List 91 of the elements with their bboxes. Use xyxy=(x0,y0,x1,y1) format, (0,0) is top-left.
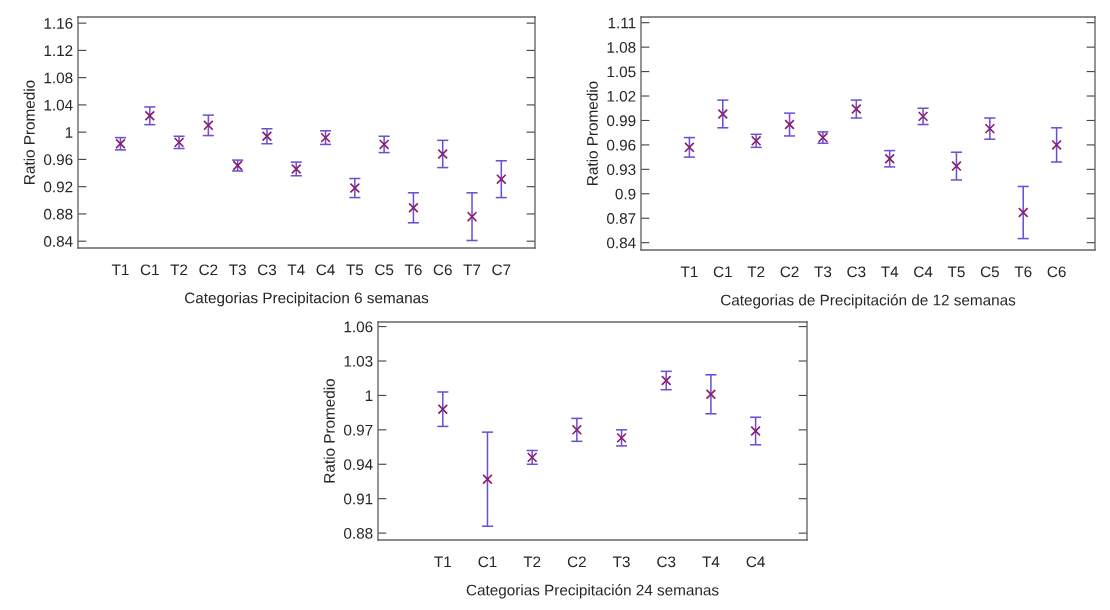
x-tick-label: C1 xyxy=(713,266,732,278)
point xyxy=(144,110,155,122)
x-tick-label: C6 xyxy=(1047,266,1066,278)
point xyxy=(684,142,695,153)
y-tick-label: 1.06 xyxy=(344,321,373,333)
x-tick-label: C6 xyxy=(433,264,452,276)
x-tick-label: C5 xyxy=(375,264,394,276)
x-tick-label: C2 xyxy=(567,556,586,568)
y-tick-label: 0.84 xyxy=(607,237,636,249)
y-tick-label: 1.08 xyxy=(607,42,636,53)
x-tick-label: C1 xyxy=(140,264,159,276)
point xyxy=(496,173,507,185)
y-tick-label: 0.96 xyxy=(607,139,636,151)
x-tick-label: T6 xyxy=(1014,266,1032,278)
point xyxy=(482,473,493,485)
y-tick-label: 0.91 xyxy=(344,493,373,505)
point xyxy=(349,182,361,194)
y-tick-label: 1.05 xyxy=(607,66,636,78)
x-tick-label: C1 xyxy=(478,556,497,568)
x-tick-label: C3 xyxy=(847,266,866,278)
y-tick-label: 0.92 xyxy=(44,181,73,193)
y-tick-label: 1.12 xyxy=(44,45,73,56)
x-tick-label: C5 xyxy=(980,266,999,278)
y-tick-label: 1.02 xyxy=(607,90,636,102)
point xyxy=(705,389,717,400)
x-tick-label: C3 xyxy=(257,264,277,276)
point xyxy=(750,425,761,437)
y-tick-label: 0.9 xyxy=(615,188,636,200)
x-tick-label: T3 xyxy=(814,266,832,278)
point xyxy=(951,160,962,172)
x-tick-label: C2 xyxy=(199,264,218,276)
point xyxy=(1018,207,1029,218)
x-tick-label: T4 xyxy=(881,266,899,278)
y-tick-label: 0.97 xyxy=(344,424,373,436)
y-axis-title: Ratio Promedio xyxy=(23,80,35,184)
x-axis-title: Categorias Precipitación 24 semanas xyxy=(466,584,719,599)
x-tick-label: T6 xyxy=(404,264,422,276)
y-tick-label: 0.88 xyxy=(344,527,373,539)
point xyxy=(378,139,390,150)
point xyxy=(984,123,996,134)
point xyxy=(784,119,795,130)
x-tick-label: C2 xyxy=(780,266,799,278)
x-tick-label: C4 xyxy=(316,264,335,276)
y-tick-label: 0.87 xyxy=(607,213,636,224)
x-tick-label: T5 xyxy=(947,266,965,278)
x-tick-label: T4 xyxy=(702,556,720,568)
point xyxy=(203,120,214,131)
x-tick-label: T3 xyxy=(229,264,246,276)
y-tick-label: 0.84 xyxy=(44,236,73,247)
y-tick-label: 1.11 xyxy=(608,17,636,29)
x-tick-label: T1 xyxy=(111,264,129,276)
y-tick-label: 1.16 xyxy=(44,18,73,29)
point xyxy=(661,375,672,386)
x-tick-label: T2 xyxy=(747,266,765,278)
point xyxy=(261,131,273,142)
point xyxy=(851,103,862,115)
y-tick-label: 0.88 xyxy=(44,208,73,220)
x-tick-label: T7 xyxy=(463,264,481,276)
x-tick-label: T1 xyxy=(434,556,451,568)
y-tick-label: 1 xyxy=(65,127,73,138)
x-tick-label: T1 xyxy=(680,266,698,278)
y-axis-title: Ratio Promedio xyxy=(323,378,335,483)
x-tick-label: T5 xyxy=(346,264,364,276)
y-axis-title: Ratio Promedio xyxy=(586,81,598,185)
x-tick-label: T2 xyxy=(170,264,188,276)
point xyxy=(1051,139,1062,151)
y-tick-label: 0.96 xyxy=(44,154,73,166)
point xyxy=(437,148,448,160)
y-tick-label: 0.94 xyxy=(344,459,373,470)
x-tick-label: C4 xyxy=(746,556,765,568)
point xyxy=(437,403,449,415)
x-tick-label: T2 xyxy=(523,556,541,568)
x-tick-label: C3 xyxy=(657,556,676,568)
point xyxy=(571,424,583,436)
y-tick-label: 1.04 xyxy=(44,99,73,111)
point xyxy=(408,202,419,214)
y-tick-label: 1.08 xyxy=(44,72,73,84)
point xyxy=(466,211,478,222)
point xyxy=(717,108,729,120)
x-tick-label: C7 xyxy=(492,264,511,276)
point xyxy=(917,111,929,122)
point xyxy=(884,153,895,164)
x-axis-title: Categorias de Precipitación de 12 semanas xyxy=(721,294,1016,309)
x-axis-title: Categorias Precipitacion 6 semanas xyxy=(185,292,429,307)
y-tick-label: 0.93 xyxy=(607,164,636,176)
y-tick-label: 1.03 xyxy=(344,355,373,367)
x-tick-label: C4 xyxy=(914,266,933,278)
y-tick-label: 1 xyxy=(365,390,373,401)
x-tick-label: T3 xyxy=(612,556,630,568)
y-tick-label: 0.99 xyxy=(607,115,636,127)
x-tick-label: T4 xyxy=(287,264,305,276)
